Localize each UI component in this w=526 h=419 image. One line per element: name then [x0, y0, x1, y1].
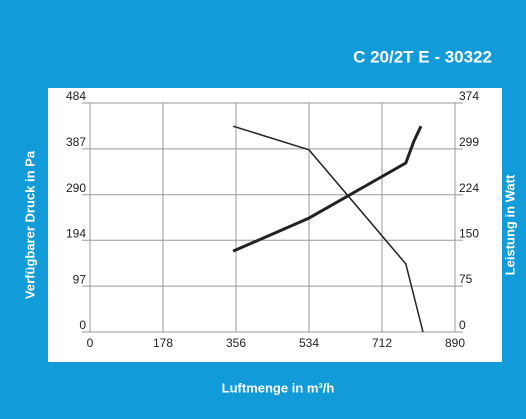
y-tick-label: 194: [66, 226, 86, 240]
plot-area: [89, 102, 456, 333]
x-tick-label: 534: [299, 336, 319, 350]
data-line: [232, 125, 423, 253]
y-tick-label: 97: [73, 272, 87, 286]
x-axis-label: Luftmenge in m³/h: [222, 380, 335, 395]
data-line: [232, 125, 424, 333]
chart-title: C 20/2T E - 30322: [353, 47, 492, 66]
x-tick-label: 0: [87, 336, 94, 350]
y2-tick-label: 150: [459, 226, 479, 240]
y2-tick-label: 374: [459, 89, 479, 103]
y-tick-label: 0: [79, 318, 86, 332]
x-tick-label: 178: [153, 336, 173, 350]
y2-tick-label: 75: [459, 272, 473, 286]
y2-tick-label: 299: [459, 135, 479, 149]
y2-tick-label: 224: [459, 181, 479, 195]
x-tick-label: 356: [226, 336, 246, 350]
y-tick-label: 290: [66, 181, 86, 195]
x-tick-label: 712: [372, 336, 392, 350]
y2-tick-label: 0: [459, 318, 466, 332]
y2-axis-label: Leistung in Watt: [502, 174, 517, 275]
y-tick-label: 387: [66, 135, 86, 149]
x-tick-label: 890: [445, 336, 465, 350]
y-axis-label: Verfügbarer Druck in Pa: [22, 150, 37, 299]
y-tick-label: 484: [66, 89, 86, 103]
